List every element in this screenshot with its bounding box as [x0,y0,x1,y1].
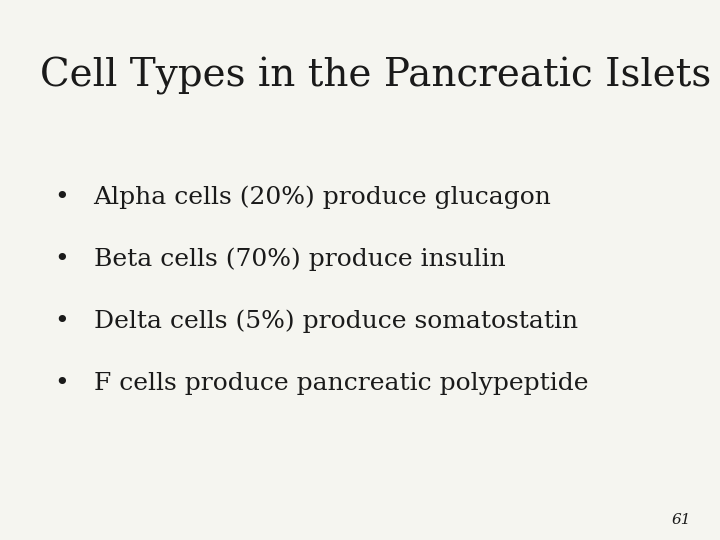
Text: •: • [54,248,68,271]
Text: Beta cells (70%) produce insulin: Beta cells (70%) produce insulin [94,247,505,271]
Text: Delta cells (5%) produce somatostatin: Delta cells (5%) produce somatostatin [94,309,577,333]
Text: 61: 61 [672,512,691,526]
Text: F cells produce pancreatic polypeptide: F cells produce pancreatic polypeptide [94,372,588,395]
Text: Alpha cells (20%) produce glucagon: Alpha cells (20%) produce glucagon [94,185,552,209]
Text: Cell Types in the Pancreatic Islets: Cell Types in the Pancreatic Islets [40,57,711,94]
Text: •: • [54,310,68,333]
Text: •: • [54,372,68,395]
Text: •: • [54,186,68,208]
